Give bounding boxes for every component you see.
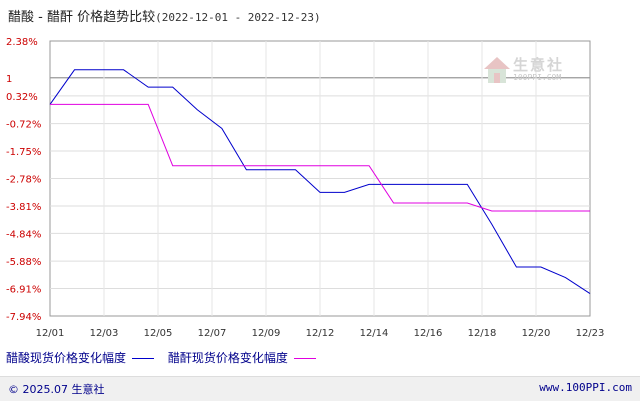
footer-site-link[interactable]: www.100PPI.com [539,381,632,394]
x-tick-label: 12/01 [36,328,65,339]
chart-title-main: 醋酸 - 醋酐 价格趋势比较 [8,10,156,25]
watermark-en: 100PPI.COM [513,73,562,82]
y-tick-label: -1.75% [6,147,41,158]
legend-label-acetic-acid: 醋酸现货价格变化幅度 [6,351,127,365]
legend-swatch-acetic-anhydride [293,358,316,359]
y-tick-label: -7.94% [6,312,41,323]
x-tick-label: 12/18 [468,328,497,339]
legend-swatch-acetic-acid [132,358,155,359]
x-tick-label: 12/14 [360,328,389,339]
watermark-logo: 生意社 100PPI.COM [483,53,578,91]
y-tick-label: 1 [6,74,12,85]
y-tick-label: -3.81% [6,202,41,213]
y-tick-label: -6.91% [6,285,41,296]
y-tick-label: 2.38% [6,37,38,48]
chart-title: 醋酸 - 醋酐 价格趋势比较(2022-12-01 - 2022-12-23) [8,6,321,25]
legend: 醋酸现货价格变化幅度 醋酐现货价格变化幅度 [6,349,326,365]
y-tick-label: -0.72% [6,120,41,131]
legend-label-acetic-anhydride: 醋酐现货价格变化幅度 [167,351,288,365]
chart-title-range: (2022-12-01 - 2022-12-23) [155,11,321,24]
x-tick-label: 12/03 [90,328,119,339]
y-tick-label: -4.84% [6,229,41,240]
house-logo-icon [484,57,510,83]
footer-copyright: © 2025.07 生意社 [8,383,105,396]
x-tick-label: 12/20 [522,328,551,339]
x-tick-label: 12/16 [414,328,443,339]
y-tick-label: 0.32% [6,92,38,103]
x-tick-label: 12/23 [576,328,605,339]
footer: © 2025.07 生意社 www.100PPI.com [0,376,640,401]
x-tick-label: 12/12 [306,328,335,339]
x-tick-label: 12/05 [144,328,173,339]
x-tick-label: 12/07 [198,328,227,339]
series-line-acetic-acid [49,69,591,295]
legend-item-acetic-anhydride: 醋酐现货价格变化幅度 [168,349,316,366]
legend-item-acetic-acid: 醋酸现货价格变化幅度 [6,349,155,366]
y-tick-label: -5.88% [6,257,41,268]
y-tick-label: -2.78% [6,175,41,186]
x-tick-label: 12/09 [252,328,281,339]
watermark-cn: 生意社 [513,56,565,74]
series-line-acetic-anhydride [50,103,590,212]
